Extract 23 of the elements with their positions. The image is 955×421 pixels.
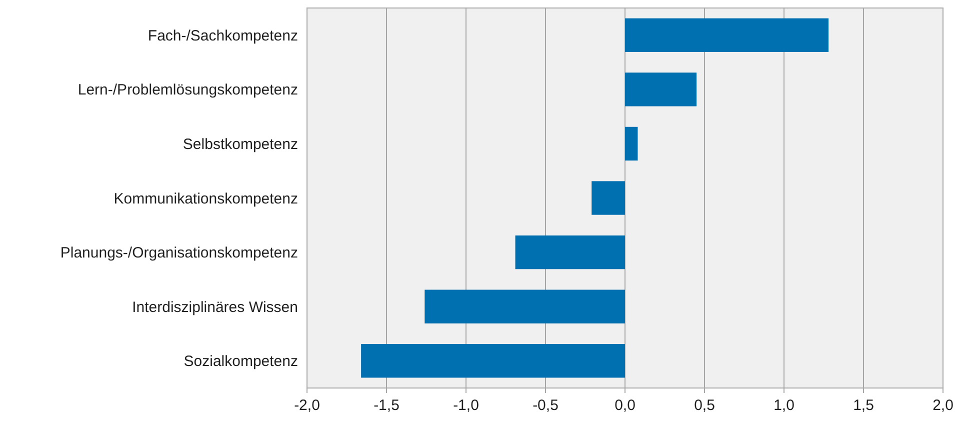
y-tick-label: Sozialkompetenz: [184, 353, 298, 370]
x-tick-label: -2,0: [294, 397, 320, 414]
x-tick-label: 2,0: [932, 397, 954, 414]
bar: [361, 344, 625, 378]
bar: [625, 72, 697, 106]
x-tick-label: 1,0: [774, 397, 794, 414]
y-tick-label: Interdisziplinäres Wissen: [132, 298, 298, 316]
y-tick-label: Planungs-/Organisationskompetenz: [60, 244, 298, 262]
bar: [625, 126, 638, 161]
x-tick-label: -1,0: [453, 397, 479, 414]
x-tick-label: 0,5: [694, 397, 715, 414]
x-tick-label: 0,0: [614, 397, 636, 414]
y-tick-label: Kommunikationskompetenz: [114, 190, 298, 208]
y-tick-label: Fach-/Sachkompetenz: [148, 27, 298, 44]
x-tick-label: -1,5: [374, 397, 400, 414]
y-tick-label: Selbstkompetenz: [182, 136, 298, 153]
bar: [592, 181, 625, 215]
bar: [625, 18, 829, 52]
x-tick-label: -0,5: [532, 397, 558, 414]
y-tick-label: Lern-/Problemlösungskompetenz: [78, 82, 298, 99]
bar: [515, 235, 625, 270]
x-tick-label: 1,5: [853, 397, 874, 414]
bar: [424, 290, 625, 324]
